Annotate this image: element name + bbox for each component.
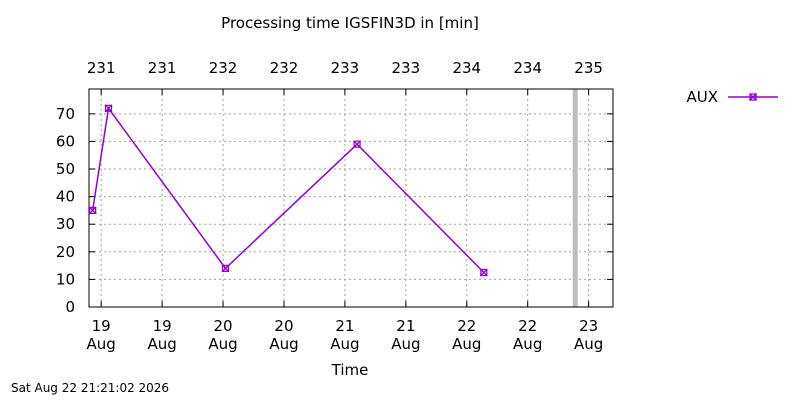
x-tick-label-day: 23 [579,317,598,335]
y-tick-label: 40 [56,188,75,206]
x-tick-label-month: Aug [87,335,116,353]
x-tick-label-month: Aug [269,335,298,353]
timestamp: Sat Aug 22 21:21:02 2026 [11,381,170,395]
data-point-box [480,268,488,277]
x-tick-label-day: 19 [92,317,111,335]
data-point-box [89,206,97,215]
x-tick-label-day: 20 [274,317,293,335]
x-tick-label-day: 21 [396,317,415,335]
chart-title: Processing time IGSFIN3D in [min] [221,14,479,32]
data-point [88,206,97,215]
x-tick-label-day: 22 [457,317,476,335]
legend-label: AUX [686,88,718,106]
y-tick-label: 0 [65,298,75,316]
x2-tick-label: 231 [148,59,177,77]
data-point-box [221,264,230,272]
y-tick-label: 20 [56,243,75,261]
data-point-cross-b [353,140,362,149]
y-tick-label: 50 [56,160,75,178]
x-tick-label-month: Aug [391,335,420,353]
grid [89,89,613,307]
y-tick-label: 60 [56,132,75,150]
data-point [353,140,362,149]
data-point-cross-b [479,268,488,277]
y-tick-label: 10 [56,270,75,288]
x-tick-label-day: 22 [518,317,537,335]
data-point-cross-b [221,264,230,273]
legend-marker-cross-b [749,93,757,101]
x-tick-label-month: Aug [208,335,237,353]
x2-tick-label: 233 [331,59,360,77]
x-tick-label-day: 19 [153,317,172,335]
x2-tick-label: 234 [452,59,481,77]
ticks: 01020304050607019Aug19Aug20Aug20Aug21Aug… [56,59,613,353]
x2-tick-label: 233 [392,59,421,77]
x2-tick-label: 234 [513,59,542,77]
y-tick-label: 30 [56,215,75,233]
data-point-cross-b [88,206,97,215]
x-tick-label-day: 20 [213,317,232,335]
x-tick-label-month: Aug [513,335,542,353]
data-point [479,268,488,277]
x-tick-label-day: 21 [335,317,354,335]
x-tick-label-month: Aug [147,335,176,353]
data-point-box [353,140,361,148]
legend: AUX [686,88,778,106]
x-tick-label-month: Aug [330,335,359,353]
x-tick-label-month: Aug [452,335,481,353]
data-point-box [104,104,113,112]
x2-tick-label: 232 [209,59,238,77]
x-axis-label: Time [331,361,369,379]
plot-frame [88,88,614,308]
data-point [221,264,230,273]
data-point-cross-b [104,104,113,113]
legend-marker-box [749,93,757,101]
x2-tick-label: 235 [574,59,603,77]
data-point [104,104,113,113]
now-marker [572,89,578,307]
series-line [91,106,485,274]
now-marker-layer [572,89,578,307]
x-tick-label-month: Aug [574,335,603,353]
x2-tick-label: 231 [87,59,116,77]
y-tick-label: 70 [56,105,75,123]
x2-tick-label: 232 [270,59,299,77]
series-layer [88,104,488,277]
